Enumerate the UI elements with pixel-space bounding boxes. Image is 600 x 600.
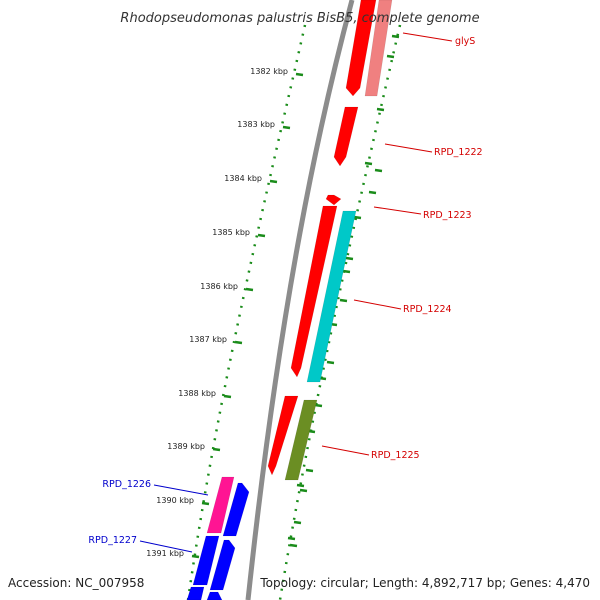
- scale-labels: 1382 kbp 1383 kbp 1384 kbp 1385 kbp 1386 kbp…: [146, 67, 288, 558]
- scale-tick-left: [257, 233, 266, 238]
- label-leader-lines: [139, 32, 453, 553]
- gene-rpd-1223[interactable]: [325, 194, 342, 206]
- scale-tick-right: [353, 215, 362, 220]
- scale-tick-minor: [289, 543, 298, 548]
- scale-tick-left: [245, 287, 254, 292]
- gene-rpd-1227-partner[interactable]: [209, 539, 236, 591]
- scale-tick-minor: [368, 190, 377, 195]
- scale-tick-right: [376, 107, 385, 112]
- gene-label[interactable]: glyS: [455, 36, 475, 47]
- scale-tick-left: [234, 340, 243, 345]
- label-leader-line: [402, 32, 453, 42]
- gene-label[interactable]: RPD_1226: [102, 479, 151, 490]
- scale-tick-left: [201, 501, 210, 506]
- scale-label: 1384 kbp: [224, 174, 262, 183]
- scale-ticks: [191, 34, 400, 559]
- gene-label[interactable]: RPD_1224: [403, 304, 452, 315]
- scale-label: 1390 kbp: [156, 496, 194, 505]
- gene-blue-lower[interactable]: [186, 586, 205, 600]
- scale-tick-left: [295, 72, 304, 77]
- gene-rpd-1222[interactable]: [333, 106, 359, 167]
- gene-rpd-1225-partner[interactable]: [284, 399, 318, 481]
- scale-tick-minor: [345, 256, 354, 261]
- gene-glys-adjacent[interactable]: [364, 0, 393, 97]
- scale-tick-minor: [391, 34, 400, 39]
- label-leader-line: [153, 484, 209, 496]
- scale-tick-left: [269, 179, 278, 184]
- gene-label[interactable]: RPD_1222: [434, 147, 483, 158]
- scale-tick-right: [342, 269, 351, 274]
- gene-rpd-1226-partner[interactable]: [222, 482, 250, 537]
- scale-label: 1386 kbp: [200, 282, 238, 291]
- label-leader-line: [384, 143, 433, 153]
- genome-backbone: [245, 0, 355, 600]
- scale-tick-right: [287, 536, 296, 541]
- scale-tick-left: [223, 394, 232, 399]
- gene-rpd-1224-partner[interactable]: [306, 210, 357, 383]
- scale-tick-right: [364, 161, 373, 166]
- gene-rpd-1226[interactable]: [206, 476, 235, 534]
- scale-label: 1383 kbp: [237, 120, 275, 129]
- scale-label: 1387 kbp: [189, 335, 227, 344]
- gene-rpd-1227[interactable]: [192, 535, 220, 586]
- scale-label: 1388 kbp: [178, 389, 216, 398]
- scale-label: 1389 kbp: [167, 442, 205, 451]
- scale-tick-right: [386, 54, 395, 59]
- scale-tick-minor: [374, 168, 383, 173]
- gene-rpd-1225[interactable]: [267, 395, 299, 476]
- scale-label: 1382 kbp: [250, 67, 288, 76]
- gene-label[interactable]: RPD_1227: [88, 535, 137, 546]
- gene-label[interactable]: RPD_1223: [423, 210, 472, 221]
- scale-tick-minor: [305, 468, 314, 473]
- label-leader-line: [373, 206, 422, 215]
- scale-tick-left: [191, 554, 200, 559]
- scale-tick-left: [282, 125, 291, 130]
- gene-label[interactable]: RPD_1225: [371, 450, 420, 461]
- gene-blue-lower-partner[interactable]: [206, 591, 223, 600]
- label-leader-line: [321, 445, 370, 456]
- gene-glys[interactable]: [345, 0, 377, 97]
- scale-tick-minor: [293, 520, 302, 525]
- gene-rpd-1224[interactable]: [290, 205, 338, 378]
- scale-tick-right: [296, 483, 305, 488]
- scale-label: 1391 kbp: [146, 549, 184, 558]
- scale-tick-left: [212, 447, 221, 452]
- label-leader-line: [353, 299, 402, 310]
- accession-text: Accession: NC_007958: [8, 576, 144, 590]
- gene-features: [186, 0, 393, 600]
- scale-tick-minor: [314, 403, 323, 408]
- scale-label: 1385 kbp: [212, 228, 250, 237]
- scale-tick-minor: [326, 360, 335, 365]
- scale-ruler-right: [278, 24, 402, 600]
- label-leader-line: [139, 540, 193, 553]
- gene-labels: glyS RPD_1222 RPD_1223 RPD_1224 RPD_1225 RPD_…: [88, 36, 482, 546]
- scale-tick-minor: [299, 488, 308, 493]
- map-title: Rhodopseudomonas palustris BisB5, comple…: [120, 11, 479, 26]
- scale-tick-minor: [339, 298, 348, 303]
- topology-text: Topology: circular; Length: 4,892,717 bp…: [259, 576, 590, 590]
